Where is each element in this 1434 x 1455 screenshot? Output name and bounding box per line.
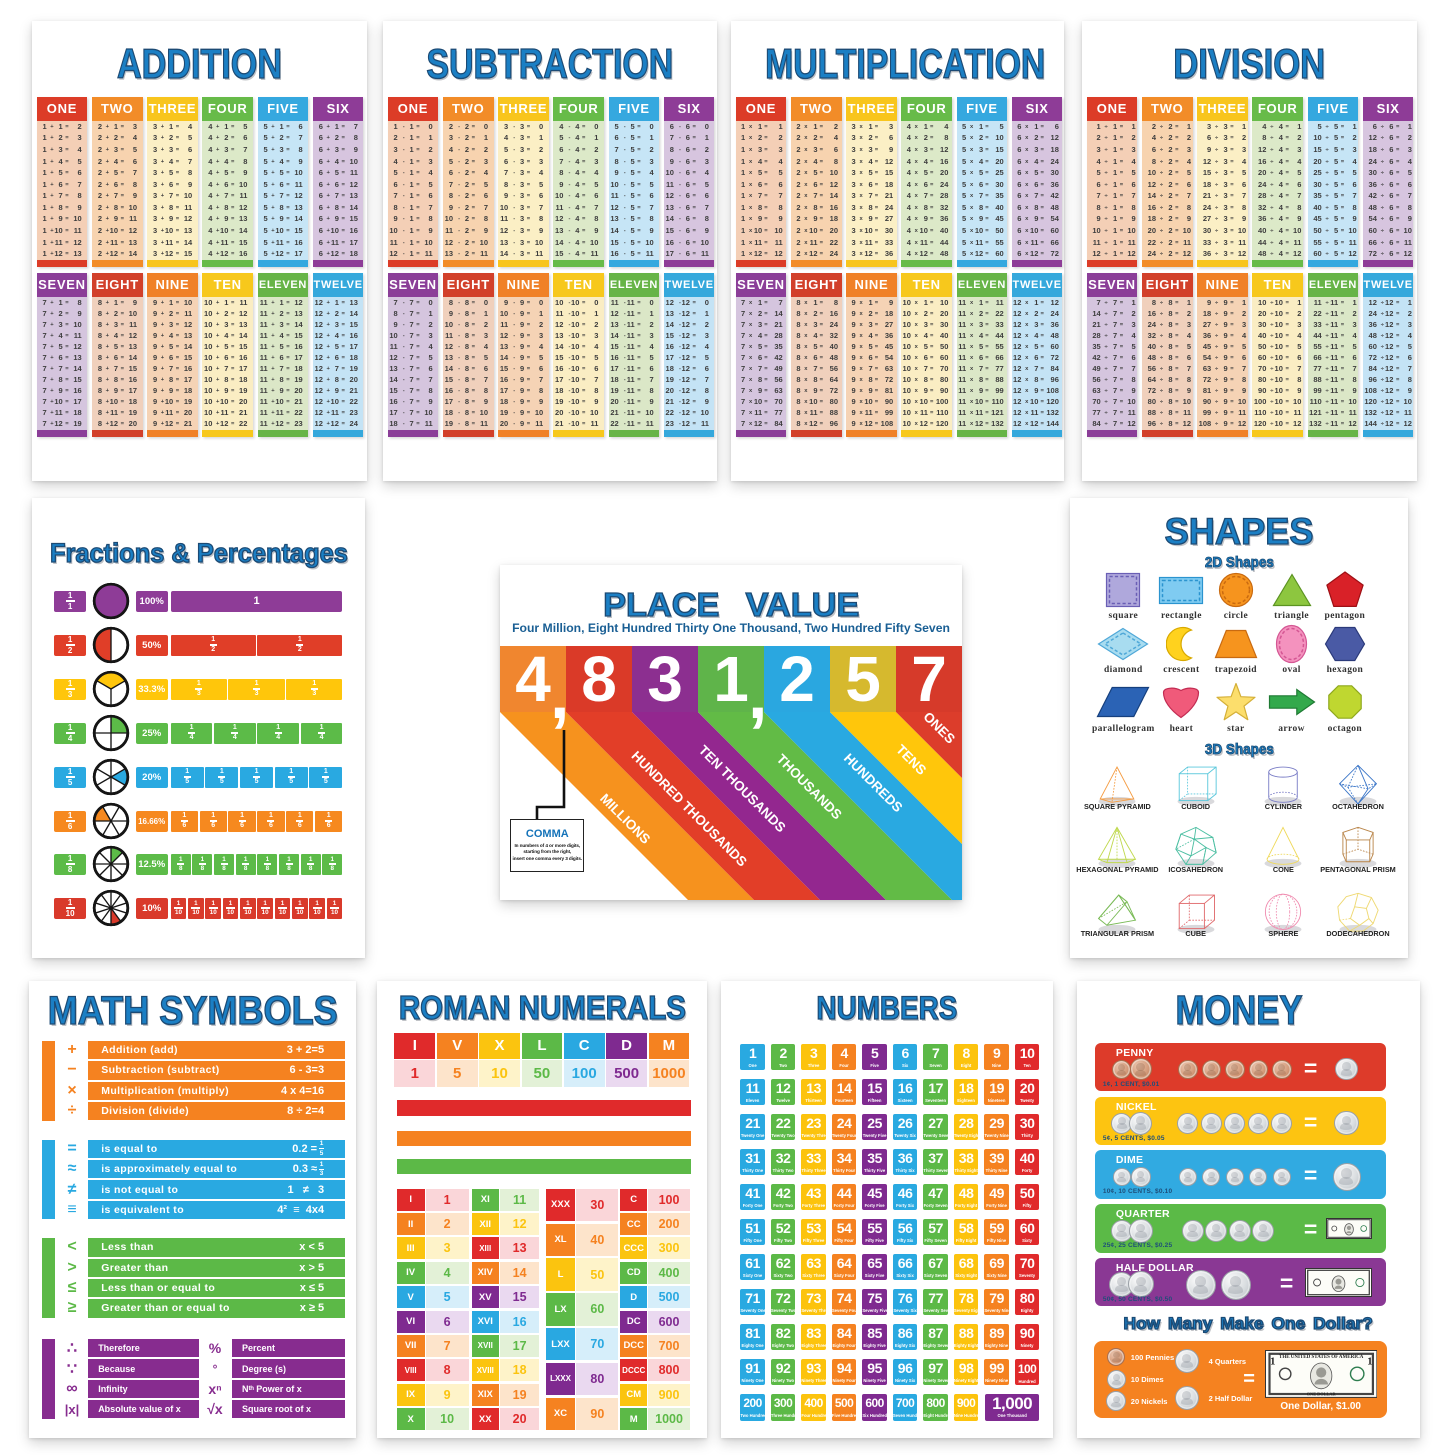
svg-text:1: 1 <box>1367 1356 1372 1367</box>
svg-text:1: 1 <box>1270 1356 1275 1367</box>
svg-text:THE UNITED STATES OF AMERICA: THE UNITED STATES OF AMERICA <box>1279 1355 1364 1360</box>
svg-text:ONE DOLLAR: ONE DOLLAR <box>1307 1392 1337 1397</box>
